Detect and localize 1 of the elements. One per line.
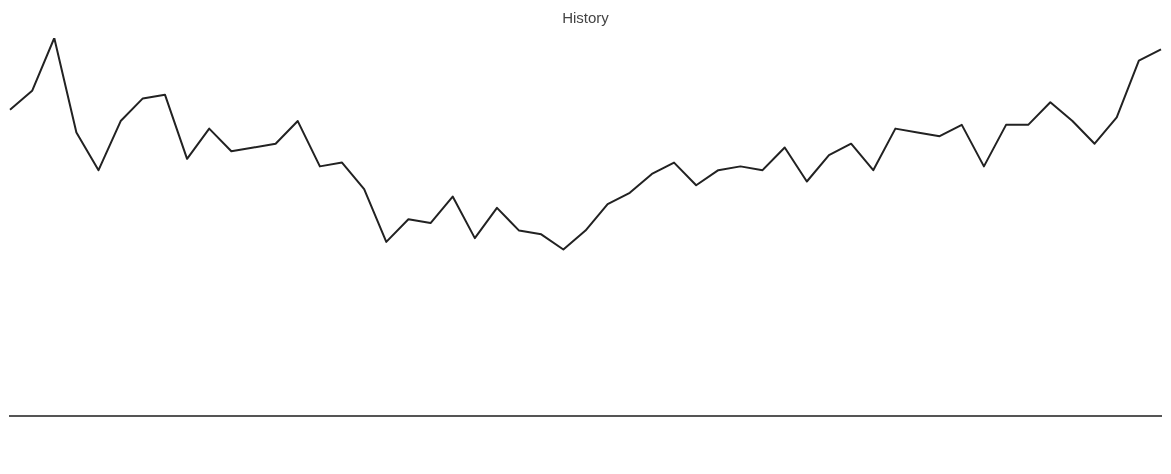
chart-title: History [562,9,610,27]
